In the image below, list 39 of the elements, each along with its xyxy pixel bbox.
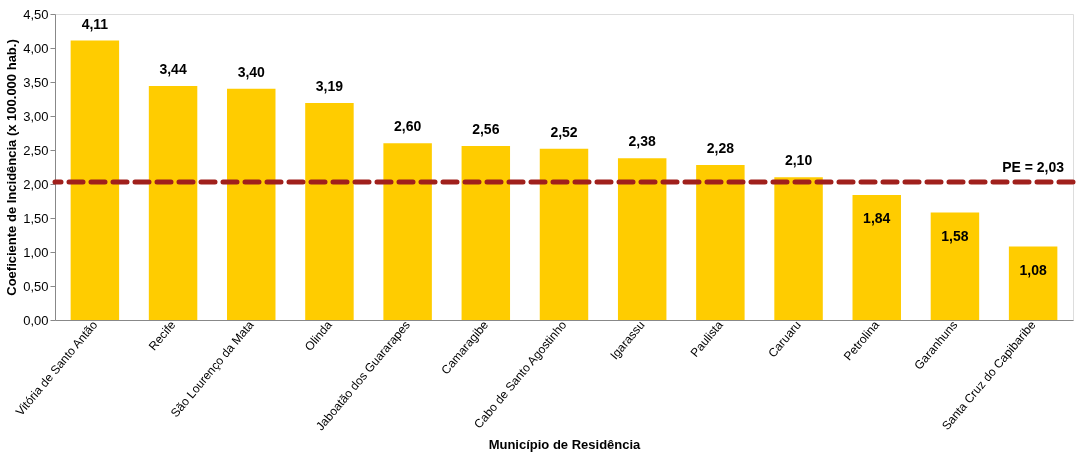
bar <box>227 88 276 320</box>
bar <box>305 103 354 320</box>
data-label: 2,38 <box>628 133 657 150</box>
data-label: 3,19 <box>315 78 344 95</box>
y-tick-label: 2,00 <box>23 176 49 192</box>
bar <box>1008 246 1058 320</box>
y-tick-label: 3,00 <box>23 108 49 124</box>
x-axis-title: Município de Residência <box>488 436 642 452</box>
data-label: 2,56 <box>472 120 500 137</box>
ref-line-label: PE = 2,03 <box>1002 158 1065 175</box>
data-label: 2,60 <box>394 118 422 135</box>
data-label: 1,58 <box>941 227 969 244</box>
y-tick-label: 3,50 <box>23 74 49 90</box>
data-label: 1,08 <box>1019 261 1047 278</box>
data-label: 4,11 <box>81 15 109 32</box>
bar <box>774 177 823 320</box>
data-label: 2,10 <box>784 152 813 169</box>
bar <box>383 143 432 320</box>
data-label: 2,28 <box>706 139 735 156</box>
y-tick-label: 4,00 <box>23 40 49 56</box>
y-tick-label: 1,00 <box>23 244 49 260</box>
bar <box>148 86 198 320</box>
bar <box>539 148 589 320</box>
y-tick-label: 0,00 <box>23 312 49 328</box>
y-tick-label: 0,50 <box>23 278 49 294</box>
bar <box>852 194 901 320</box>
data-label: 2,52 <box>550 123 578 140</box>
bar <box>696 164 745 320</box>
y-tick-label: 2,50 <box>23 142 49 158</box>
bar <box>930 212 980 320</box>
bar <box>617 158 667 320</box>
y-tick-label: 1,50 <box>23 210 49 226</box>
y-tick-label: 4,50 <box>23 6 49 22</box>
data-label: 3,40 <box>237 63 266 80</box>
bar <box>461 145 511 320</box>
y-axis-title: Coeficiente de Incidência (x 100.000 hab.) <box>4 39 20 296</box>
data-label: 3,44 <box>159 61 187 78</box>
bar <box>70 40 120 320</box>
data-label: 1,84 <box>863 209 891 226</box>
